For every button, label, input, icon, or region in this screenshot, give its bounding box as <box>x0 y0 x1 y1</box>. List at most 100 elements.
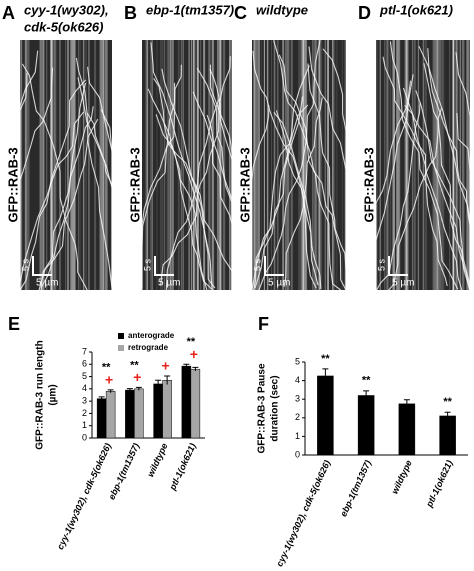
stripe <box>255 40 259 290</box>
stripe <box>253 40 256 290</box>
stripe <box>50 40 52 290</box>
stripe <box>261 40 262 290</box>
stripe <box>166 40 168 290</box>
significance: ** <box>187 336 196 348</box>
trajectory <box>100 109 113 290</box>
significance-alt: + <box>162 358 170 374</box>
panel-letter: B <box>124 3 137 23</box>
kymograph-ylabel: GFP::RAB-3 <box>237 147 252 222</box>
panel-title: cdk-5(ok626) <box>24 19 103 34</box>
scale-bar-time <box>32 256 34 274</box>
stripe <box>317 40 321 290</box>
stripe <box>462 40 465 290</box>
y-tick-label: 1 <box>82 420 87 430</box>
stripe <box>442 40 444 290</box>
stripe <box>417 40 419 290</box>
stripe <box>452 40 455 290</box>
trajectory <box>19 79 87 291</box>
stripe <box>404 40 406 290</box>
trajectory <box>389 41 459 290</box>
bar <box>162 380 172 439</box>
stripe <box>41 40 45 290</box>
error-bar <box>164 375 171 385</box>
stripe <box>300 40 303 290</box>
stripe <box>405 40 408 290</box>
panel-letter: D <box>358 3 371 23</box>
trajectory <box>38 118 99 291</box>
stripe <box>71 40 74 290</box>
scale-bar-time <box>264 256 266 274</box>
x-tick-label: wildtype <box>390 459 414 496</box>
error-bar <box>155 379 162 388</box>
stripe <box>396 40 398 290</box>
stripe <box>99 40 102 290</box>
significance-alt: + <box>190 346 198 362</box>
stripe <box>468 40 470 290</box>
significance: ** <box>321 353 330 365</box>
stripe <box>257 40 260 290</box>
trajectory <box>75 57 113 288</box>
stripe <box>103 40 105 290</box>
stripe <box>229 40 231 290</box>
y-tick-label: 2 <box>295 412 300 422</box>
stripe <box>449 40 451 290</box>
kymograph <box>19 40 113 291</box>
stripe <box>150 40 152 290</box>
stripe <box>453 40 456 290</box>
stripe <box>24 40 27 290</box>
stripe <box>286 40 290 290</box>
scale-bar-length <box>264 274 284 276</box>
bar <box>153 383 163 439</box>
stripe <box>178 40 181 290</box>
stripe <box>88 40 90 290</box>
y-tick-label: 0 <box>295 449 300 459</box>
trajectory <box>41 82 87 291</box>
trajectory <box>19 111 85 290</box>
stripe <box>193 40 195 290</box>
y-axis-title: duration (sec) <box>270 375 281 441</box>
stripe <box>27 40 29 290</box>
stripe <box>263 40 266 290</box>
stripe <box>172 40 174 290</box>
stripe <box>315 40 318 290</box>
stripe <box>197 40 199 290</box>
stripe <box>169 40 172 290</box>
stripe <box>20 40 22 290</box>
stripe <box>203 40 205 290</box>
stripe <box>167 40 169 290</box>
panel-letter: E <box>8 314 20 334</box>
stripe <box>282 40 285 290</box>
trajectory <box>155 114 208 291</box>
stripe <box>217 40 219 290</box>
error-bar <box>444 411 451 420</box>
stripe <box>298 40 300 290</box>
stripe <box>146 40 148 290</box>
stripe <box>222 40 226 290</box>
x-tick-label: ptl-1(ok621) <box>424 459 455 510</box>
stripe <box>69 40 72 290</box>
panel-title: ptl-1(ok621) <box>379 2 453 17</box>
stripe <box>25 40 27 290</box>
length-scale-label: 5 µm <box>268 278 290 289</box>
stripe <box>386 40 389 290</box>
stripe <box>314 40 316 290</box>
stripe <box>67 40 70 290</box>
trajectory <box>388 108 442 291</box>
stripe <box>266 40 268 290</box>
significance: ** <box>102 362 111 374</box>
stripe <box>193 40 196 290</box>
stripe <box>193 40 194 290</box>
stripe <box>320 40 323 290</box>
stripe <box>418 40 420 290</box>
error-bar <box>403 399 410 408</box>
trajectory <box>273 112 322 289</box>
stripe <box>50 40 53 290</box>
error-bar <box>107 389 114 393</box>
kymograph <box>251 39 347 291</box>
y-tick-label: 6 <box>82 359 87 369</box>
stripe <box>211 40 213 290</box>
time-scale-label: 5 s <box>142 259 152 272</box>
stripe <box>290 40 294 290</box>
y-tick-label: 0 <box>82 432 87 442</box>
